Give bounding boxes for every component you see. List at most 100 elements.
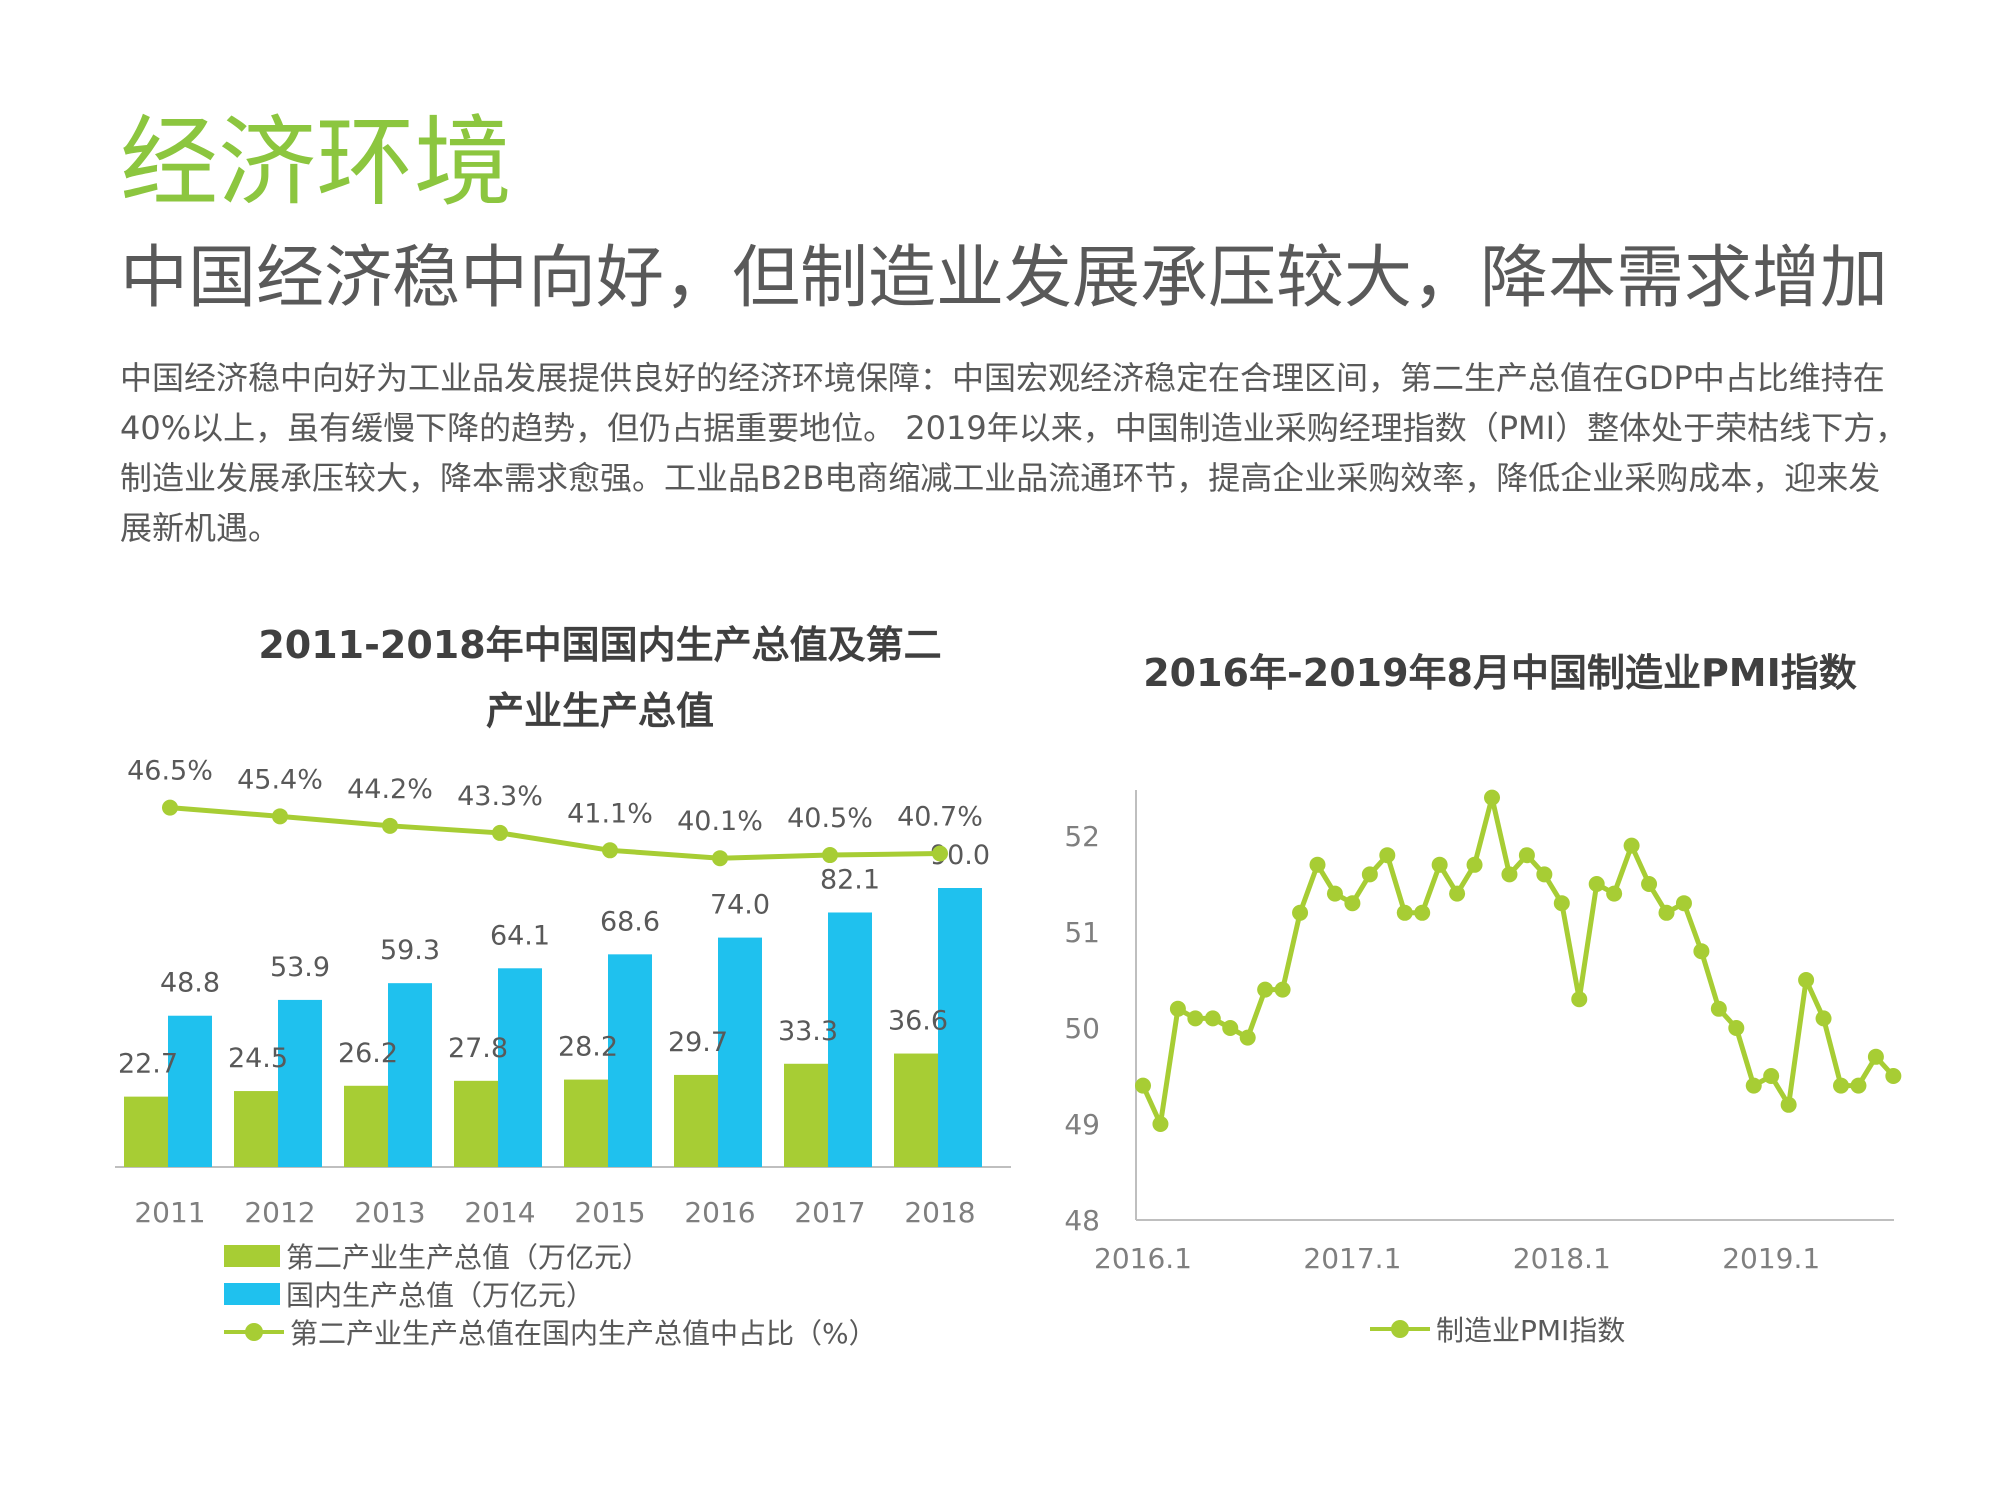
x-tick-label: 2014 (464, 1196, 535, 1229)
data-label-gdp: 64.1 (490, 920, 550, 951)
pmi-point (1518, 847, 1535, 864)
y-tick-label: 52 (1064, 820, 1100, 853)
data-label-gdp: 68.6 (600, 906, 660, 937)
data-label-gdp: 59.3 (380, 935, 440, 966)
share-data-label: 46.5% (127, 756, 213, 787)
bar-gdp (608, 954, 652, 1167)
data-label-secondary-industry: 27.8 (448, 1033, 508, 1064)
bar-gdp (168, 1015, 212, 1167)
legend-label: 第二产业生产总值（万亿元） (286, 1241, 651, 1274)
pmi-point (1675, 895, 1692, 912)
pmi-point (1292, 904, 1309, 921)
share-point (822, 847, 838, 864)
pmi-point (1204, 1010, 1221, 1027)
pmi-point (1798, 972, 1815, 988)
pmi-point (1222, 1020, 1239, 1036)
share-line (169, 805, 941, 861)
pmi-chart-title: 2016年-2019年8月中国制造业PMI指数 (1143, 651, 1857, 695)
x-tick-label: 2016 (684, 1196, 755, 1229)
legend-swatch-line (1370, 1318, 1430, 1340)
data-label-gdp: 48.8 (160, 968, 220, 999)
bar-gdp (718, 937, 762, 1167)
pmi-point (1361, 866, 1378, 883)
pmi-point (1309, 856, 1326, 873)
pmi-point (1501, 866, 1518, 883)
share-data-label: 45.4% (237, 764, 323, 795)
bar-secondary-industry (344, 1085, 388, 1167)
page-subtitle: 中国经济稳中向好，但制造业发展承压较大，降本需求增加 (120, 239, 1889, 318)
data-label-gdp: 82.1 (820, 864, 880, 895)
pmi-point (1693, 943, 1710, 960)
legend-swatch-line (224, 1321, 284, 1343)
pmi-point (1274, 981, 1291, 998)
pmi-point (1571, 991, 1588, 1008)
data-label-gdp: 74.0 (710, 890, 770, 921)
x-tick-label: 2018 (904, 1196, 975, 1229)
data-label-secondary-industry: 22.7 (118, 1049, 178, 1080)
bar-gdp (388, 983, 432, 1167)
data-label-secondary-industry: 36.6 (888, 1006, 948, 1037)
legend-label: 第二产业生产总值在国内生产总值中占比（%） (290, 1317, 877, 1350)
bar-secondary-industry (234, 1091, 278, 1167)
legend-label: 国内生产总值（万亿元） (286, 1279, 595, 1312)
pmi-line (1140, 795, 1896, 1127)
data-label-secondary-industry: 33.3 (778, 1016, 838, 1047)
pmi-point (1867, 1048, 1884, 1065)
x-tick-label: 2018.1 (1513, 1242, 1611, 1275)
pmi-point (1326, 885, 1343, 902)
pmi-point (1833, 1077, 1849, 1094)
data-label-gdp: 53.9 (270, 952, 330, 983)
share-data-label: 40.5% (787, 803, 873, 834)
x-tick-label: 2017 (794, 1196, 865, 1229)
pmi-point (1606, 885, 1623, 902)
share-data-label: 40.1% (677, 806, 763, 837)
pmi-point (1728, 1020, 1745, 1036)
pmi-point (1344, 895, 1361, 912)
share-point (602, 842, 618, 859)
pmi-legend: 制造业PMI指数 (1370, 1310, 1625, 1348)
share-point (382, 817, 398, 834)
share-data-label: 41.1% (567, 798, 653, 829)
share-point (712, 850, 728, 867)
x-tick-label: 2015 (574, 1196, 645, 1229)
pmi-point (1414, 904, 1431, 921)
legend-swatch-blue-bar (224, 1283, 280, 1305)
share-data-label: 44.2% (347, 774, 433, 805)
y-tick-label: 48 (1064, 1204, 1100, 1237)
pmi-point (1763, 1068, 1780, 1084)
bar-gdp (278, 999, 322, 1167)
legend-item-pmi: 制造业PMI指数 (1370, 1310, 1625, 1348)
legend-item-share: 第二产业生产总值在国内生产总值中占比（%） (224, 1313, 877, 1351)
pmi-point (1885, 1068, 1902, 1084)
pmi-point (1484, 789, 1500, 806)
share-point (162, 799, 178, 816)
y-tick-label: 51 (1064, 916, 1100, 949)
pmi-point (1135, 1077, 1151, 1094)
pmi-point (1658, 904, 1675, 921)
x-tick-label: 2013 (354, 1196, 425, 1229)
bar-gdp (938, 888, 982, 1167)
gdp-legend: 第二产业生产总值（万亿元） 国内生产总值（万亿元） 第二产业生产总值在国内生产总… (224, 1237, 877, 1351)
share-data-label: 40.7% (897, 801, 983, 832)
bar-secondary-industry (894, 1053, 938, 1167)
x-tick-label: 2019.1 (1722, 1242, 1820, 1275)
y-tick-label: 50 (1064, 1012, 1100, 1045)
pmi-point (1257, 981, 1274, 998)
x-tick-label: 2017.1 (1303, 1242, 1401, 1275)
pmi-point (1623, 837, 1640, 854)
share-data-label: 43.3% (457, 781, 543, 812)
x-tick-label: 2012 (244, 1196, 315, 1229)
gdp-chart-title-line2: 产业生产总值 (485, 689, 714, 733)
data-label-secondary-industry: 24.5 (228, 1043, 288, 1074)
gdp-chart-title: 2011-2018年中国国内生产总值及第二 产业生产总值 (240, 612, 960, 744)
x-tick-label: 2011 (134, 1196, 205, 1229)
pmi-point (1536, 866, 1553, 883)
pmi-point (1449, 885, 1466, 902)
pmi-point (1745, 1077, 1762, 1094)
pmi-point (1431, 856, 1448, 873)
data-label-secondary-industry: 29.7 (668, 1027, 728, 1058)
gdp-chart-title-line1: 2011-2018年中国国内生产总值及第二 (258, 623, 942, 667)
pmi-point (1379, 847, 1396, 864)
